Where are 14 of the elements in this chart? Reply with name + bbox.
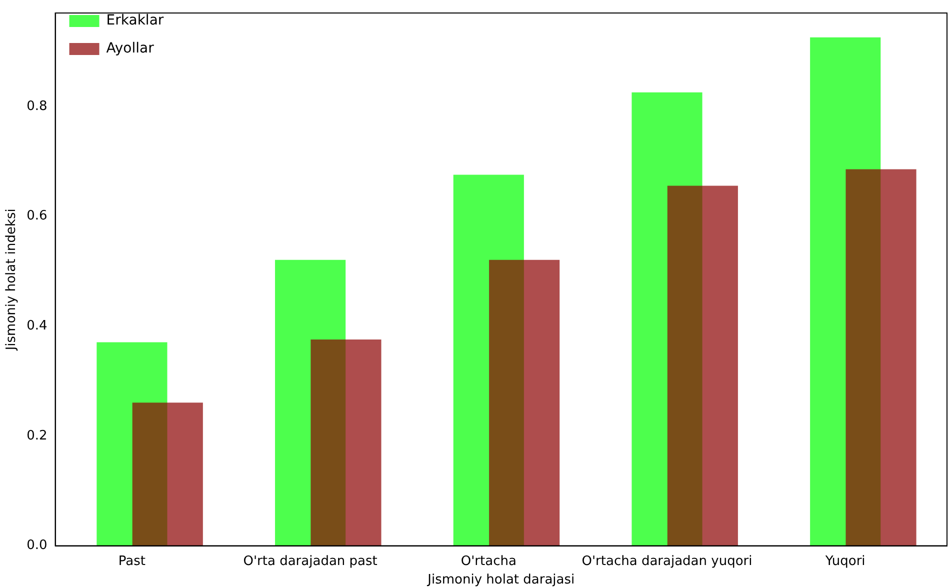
x-tick-label: O'rta darajadan past xyxy=(243,554,378,569)
x-tick-label: O'rtacha xyxy=(460,554,516,569)
y-tick-label: 0.4 xyxy=(26,318,48,334)
y-tick-label: 0.8 xyxy=(26,98,48,114)
legend-label: Erkaklar xyxy=(106,12,164,29)
y-axis-title: Jismoniy holat indeksi xyxy=(4,208,20,352)
x-tick-label: Yuqori xyxy=(824,554,866,569)
y-tick-label: 0.6 xyxy=(26,208,48,224)
x-tick-label: O'rtacha darajadan yuqori xyxy=(582,554,752,569)
x-tick-label: Past xyxy=(118,554,146,569)
y-tick-label: 0.2 xyxy=(26,428,48,444)
y-tick-label: 0.0 xyxy=(26,538,48,554)
x-axis-title: Jismoniy holat darajasi xyxy=(426,572,575,588)
legend-label: Ayollar xyxy=(106,40,154,57)
